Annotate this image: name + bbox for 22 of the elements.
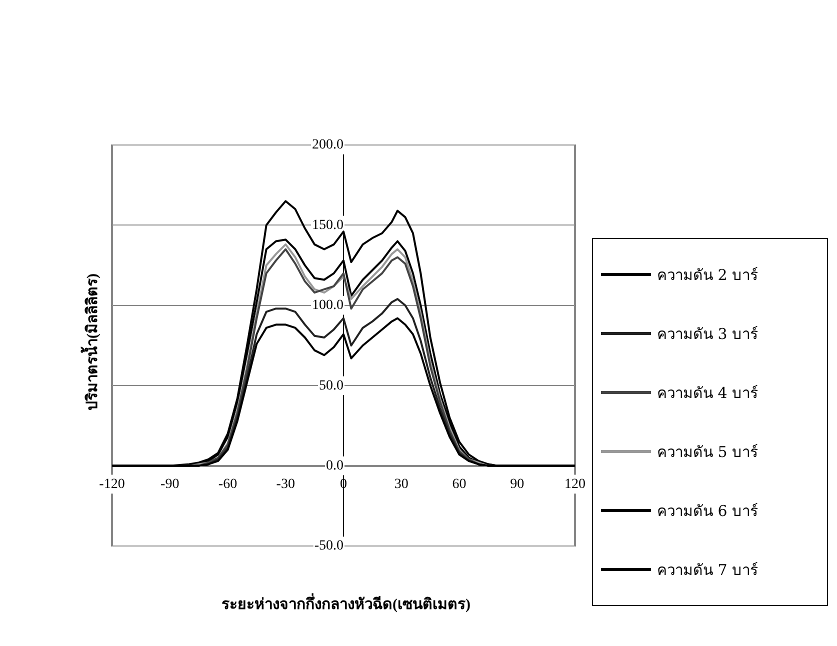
legend-label: ความดัน 6 บาร์ [657,500,758,522]
legend-label: ความดัน 3 บาร์ [657,324,758,344]
x-tick-label: -120 [99,476,125,492]
y-tick-label: 50.0 [319,378,344,394]
x-tick-label: 30 [394,476,408,492]
x-axis-title: ระยะห่างจากกึ่งกลางหัวฉีด(เซนติเมตร) [220,592,472,615]
legend-label: ความดัน 5 บาร์ [657,442,758,462]
y-tick-label: 200.0 [312,138,344,153]
x-tick-label: 120 [564,476,586,492]
x-tick-label: -30 [276,476,295,492]
legend-label: ความดัน 2 บาร์ [657,264,758,286]
legend-label: ความดัน 7 บาร์ [657,560,758,580]
y-tick-label: -50.0 [314,538,344,554]
x-tick-label: 60 [452,476,466,492]
x-tick-label: 90 [510,476,524,492]
y-tick-label: 150.0 [312,218,344,233]
y-axis-title: ปริมาตรน้ำ(มิลลิลิตร) [80,274,102,410]
legend-label: ความดัน 4 บาร์ [657,382,758,404]
x-tick-label: -60 [218,476,238,492]
x-tick-label: -90 [160,476,180,492]
y-tick-label: 0.0 [326,458,344,474]
y-tick-label: 100.0 [312,298,344,314]
